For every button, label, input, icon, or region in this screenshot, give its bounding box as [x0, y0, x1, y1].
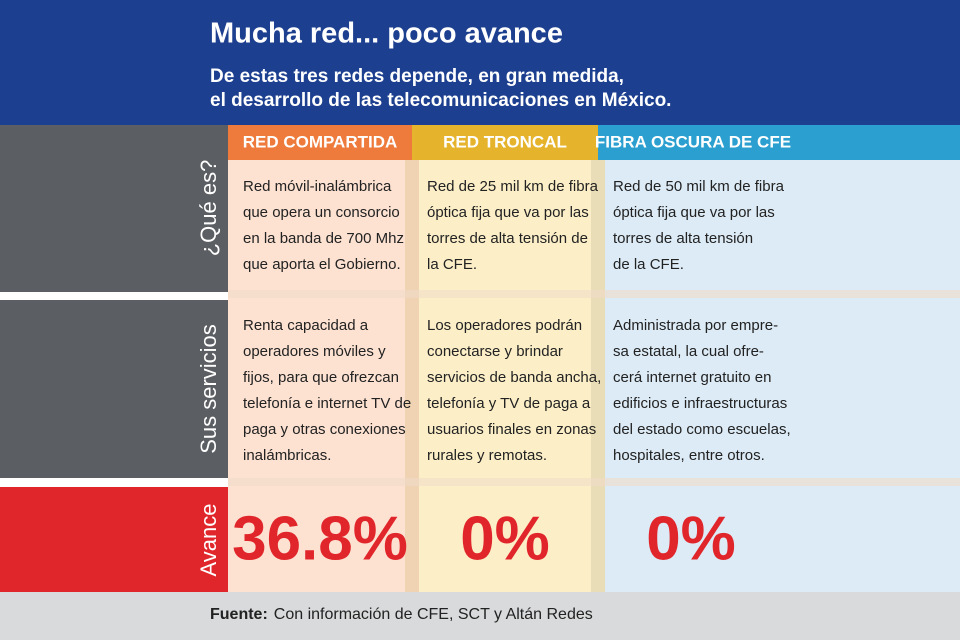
table-content: RED COMPARTIDA RED TRONCAL FIBRA OSCURA DE… [196, 132, 791, 576]
column-header-bg [598, 125, 960, 160]
row-divider [228, 478, 960, 486]
progress-value: 0% [460, 504, 550, 573]
row-label-bg [0, 300, 228, 478]
cell-text: la CFE. [427, 256, 477, 273]
cell-text: cerá internet gratuito en [613, 369, 771, 386]
column-header-bg [412, 125, 598, 160]
cell-text: fijos, para que ofrezcan [243, 369, 399, 386]
cell-text: servicios de banda ancha, [427, 369, 601, 386]
column-header-bg [228, 125, 412, 160]
column-header: RED TRONCAL [443, 132, 567, 151]
subtitle: De estas tres redes depende, en gran med… [210, 66, 624, 87]
column-header: FIBRA OSCURA DE CFE [595, 132, 791, 151]
row-label-bg [0, 125, 228, 292]
cell-text: en la banda de 700 Mhz [243, 230, 404, 247]
cell-text: Red de 50 mil km de fibra [613, 178, 785, 195]
header-band [0, 0, 960, 125]
title: Mucha red... poco avance [210, 18, 563, 50]
cell-text: telefonía y TV de paga a [427, 395, 591, 412]
cell-text: paga y otras conexiones [243, 421, 406, 438]
row-label-bg [0, 487, 228, 592]
cell-text: óptica fija que va por las [427, 204, 589, 221]
cell-text: usuarios finales en zonas [427, 421, 596, 438]
cell-text: inalámbricas. [243, 447, 331, 464]
row-divider [228, 290, 960, 298]
footer-label: Fuente: [210, 606, 268, 623]
row-label: ¿Qué es? [196, 160, 221, 257]
footer-band [0, 592, 960, 640]
cell-text: del estado como escuelas, [613, 421, 791, 438]
cell-text: operadores móviles y [243, 343, 386, 360]
progress-value: 36.8% [232, 504, 408, 573]
cell-text: que aporta el Gobierno. [243, 256, 401, 273]
progress-value: 0% [646, 504, 736, 573]
subtitle: el desarrollo de las telecomunicaciones … [210, 90, 671, 111]
cell-text: conectarse y brindar [427, 343, 563, 360]
cell-text: Red de 25 mil km de fibra [427, 178, 599, 195]
cell-text: Renta capacidad a [243, 317, 369, 334]
row-label: Avance [196, 504, 221, 577]
cell-text: torres de alta tensión de [427, 230, 588, 247]
cell-text: Los operadores podrán [427, 317, 582, 334]
column-bg [598, 160, 960, 592]
cell-text: torres de alta tensión [613, 230, 753, 247]
cell-text: de la CFE. [613, 256, 684, 273]
cell-text: Red móvil-inalámbrica [243, 178, 392, 195]
column-header: RED COMPARTIDA [243, 132, 398, 151]
cell-text: sa estatal, la cual ofre- [613, 343, 764, 360]
cell-text: rurales y remotas. [427, 447, 547, 464]
cell-text: Administrada por empre- [613, 317, 778, 334]
cell-text: hospitales, entre otros. [613, 447, 765, 464]
cell-text: que opera un consorcio [243, 204, 400, 221]
row-label: Sus servicios [196, 324, 221, 454]
column-bg [228, 160, 412, 592]
cell-text: edificios e infraestructuras [613, 395, 787, 412]
column-bg [412, 160, 598, 592]
cell-text: óptica fija que va por las [613, 204, 775, 221]
cell-text: telefonía e internet TV de [243, 395, 411, 412]
footer: Fuente: Con información de CFE, SCT y Alt… [210, 606, 593, 623]
footer-text: Con información de CFE, SCT y Altán Rede… [274, 606, 593, 623]
